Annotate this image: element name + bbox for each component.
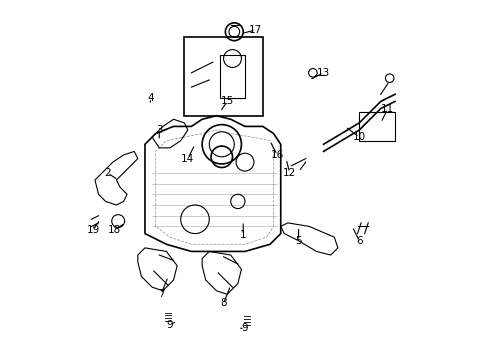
Text: 15: 15 [220, 96, 234, 107]
Text: 18: 18 [108, 225, 121, 235]
Text: 9: 9 [167, 320, 173, 330]
Text: 6: 6 [356, 236, 363, 246]
Text: 1: 1 [240, 230, 246, 240]
Bar [359, 112, 395, 141]
Text: 7: 7 [158, 289, 164, 299]
Text: 14: 14 [181, 154, 195, 163]
Text: 2: 2 [104, 168, 111, 178]
Text: 10: 10 [353, 132, 366, 142]
Text: 19: 19 [87, 225, 100, 235]
Bar [220, 55, 245, 98]
Bar [184, 37, 263, 116]
Text: 12: 12 [283, 168, 296, 178]
Text: 8: 8 [220, 298, 227, 308]
Text: 4: 4 [147, 93, 154, 103]
Text: 5: 5 [295, 236, 302, 246]
Text: 3: 3 [156, 125, 163, 135]
Text: 16: 16 [270, 150, 284, 160]
Text: 11: 11 [381, 104, 394, 113]
Text: 13: 13 [317, 68, 330, 78]
Text: 9: 9 [242, 323, 248, 333]
Text: 17: 17 [249, 25, 262, 35]
